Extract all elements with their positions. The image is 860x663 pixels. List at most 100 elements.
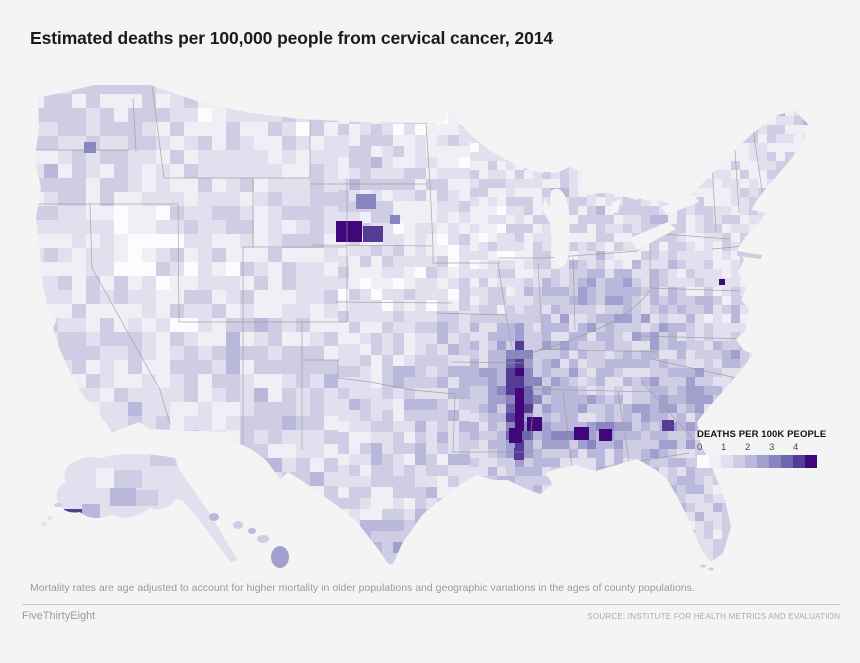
county-cell <box>560 314 570 324</box>
county-cell <box>226 388 241 403</box>
county-cell <box>740 332 750 342</box>
county-cell <box>533 350 543 360</box>
county-cell <box>731 188 741 198</box>
great-lake <box>452 108 548 173</box>
county-cell <box>542 314 552 324</box>
county-cell <box>731 332 741 342</box>
county-cell <box>731 359 741 369</box>
county-cell <box>659 215 669 225</box>
county-cell <box>695 125 705 135</box>
county-cell <box>437 289 449 301</box>
county-cell <box>86 374 101 389</box>
county-cell <box>524 530 534 540</box>
county-cell <box>695 98 705 108</box>
county-cell <box>785 476 795 486</box>
county-cell <box>605 557 615 567</box>
county-cell <box>44 374 59 389</box>
county-cell <box>758 359 768 369</box>
county-cell <box>677 521 687 531</box>
county-cell <box>212 192 227 207</box>
county-cell <box>282 220 297 235</box>
county-cell <box>551 377 561 387</box>
county-cell <box>426 168 438 180</box>
county-cell <box>632 89 642 99</box>
county-cell <box>349 311 361 323</box>
county-cell <box>794 485 804 495</box>
legend-swatch <box>721 455 733 468</box>
county-cell <box>578 152 588 162</box>
county-cell <box>722 269 732 279</box>
county-cell <box>668 521 678 531</box>
county-cell <box>382 366 394 378</box>
county-cell <box>605 98 615 108</box>
county-cell <box>704 188 714 198</box>
county-cell <box>605 278 615 288</box>
county-cell <box>533 224 543 234</box>
county-cell <box>156 304 171 319</box>
county-cell <box>803 503 808 513</box>
county-cell <box>704 377 714 387</box>
county-cell <box>324 416 339 431</box>
county-cell <box>758 395 768 405</box>
county-cell <box>560 350 570 360</box>
county-cell <box>479 557 489 567</box>
county-cell <box>641 386 651 396</box>
county-cell <box>605 530 615 540</box>
county-cell <box>812 494 822 504</box>
county-cell <box>142 542 157 557</box>
county-cell <box>632 287 642 297</box>
county-cell <box>731 134 741 144</box>
county-cell <box>605 134 615 144</box>
county-cell <box>415 553 427 565</box>
county-cell <box>686 566 696 568</box>
county-cell <box>254 542 269 557</box>
county-cell <box>632 377 642 387</box>
county-cell <box>785 512 795 522</box>
county-cell <box>479 494 489 504</box>
county-cell <box>497 458 507 468</box>
county-cell <box>212 416 227 431</box>
county-cell <box>515 440 525 450</box>
county-cell <box>614 314 624 324</box>
county-cell <box>578 467 588 477</box>
county-cell <box>596 440 606 450</box>
county-cell <box>767 98 777 108</box>
county-cell <box>776 143 786 153</box>
county-cell <box>659 548 669 558</box>
county-cell <box>506 224 516 234</box>
county-cell <box>740 494 750 504</box>
county-cell <box>184 122 199 137</box>
county-cell <box>731 494 741 504</box>
county-cell <box>415 289 427 301</box>
county-cell <box>677 368 687 378</box>
county-cell <box>677 341 687 351</box>
county-cell <box>587 359 597 369</box>
county-cell <box>605 458 615 468</box>
county-cell <box>100 388 115 403</box>
county-cell <box>324 220 339 235</box>
county-cell <box>488 566 498 568</box>
county-cell <box>812 251 822 261</box>
county-cell <box>324 318 339 333</box>
county-cell <box>560 449 570 459</box>
county-cell <box>713 224 723 234</box>
county-cell <box>623 503 633 513</box>
county-cell <box>470 224 480 234</box>
county-cell <box>35 234 45 249</box>
county-cell <box>254 150 269 165</box>
county-cell <box>686 431 696 441</box>
county-cell <box>100 304 115 319</box>
county-cell <box>338 366 350 378</box>
county-cell <box>578 395 588 405</box>
county-cell <box>128 164 143 179</box>
county-cell <box>524 260 534 270</box>
legend-swatch <box>757 455 769 468</box>
county-cell <box>587 89 597 99</box>
county-cell <box>382 289 394 301</box>
county-cell <box>587 296 597 306</box>
county-cell <box>587 413 597 423</box>
county-cell <box>156 94 171 109</box>
county-cell <box>35 318 45 333</box>
county-cell <box>268 94 283 109</box>
county-cell <box>282 360 297 375</box>
